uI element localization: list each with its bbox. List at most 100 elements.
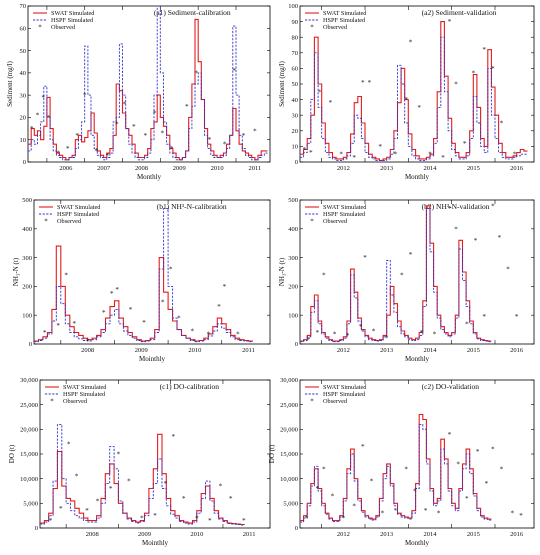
plot-area: ************** **** bbox=[34, 208, 253, 344]
observed-point: * bbox=[482, 313, 486, 321]
observed-point: * bbox=[57, 150, 61, 158]
observed-point: * bbox=[115, 286, 119, 294]
plot-area: * * * * * * * * * * * * * * * * * * * * * * * * bbox=[28, 6, 268, 161]
x-tick-label: 2015 bbox=[467, 531, 480, 538]
legend-label: SWAT Simulated bbox=[51, 10, 95, 17]
hspf-series-line bbox=[300, 208, 492, 343]
y-tick-label: 100 bbox=[288, 312, 298, 319]
legend-label: SWAT Simulated bbox=[57, 204, 101, 211]
observed-point: * bbox=[169, 266, 173, 274]
observed-point: * bbox=[83, 92, 87, 100]
observed-point: * bbox=[385, 335, 389, 343]
observed-point: * bbox=[378, 143, 382, 151]
legend-label: HSPF Simulated bbox=[323, 17, 366, 24]
observed-point: * bbox=[491, 65, 495, 73]
observed-point: * bbox=[381, 510, 385, 518]
x-tick-label: 2013 bbox=[380, 165, 393, 172]
panel-title: (c1) DO-calibration bbox=[160, 382, 220, 391]
observed-point: * bbox=[185, 103, 189, 111]
observed-point: * bbox=[140, 515, 144, 523]
y-tick-label: 5,000 bbox=[23, 501, 38, 508]
observed-point: * bbox=[394, 507, 398, 515]
observed-point: * bbox=[85, 507, 89, 515]
x-tick-label: 2011 bbox=[248, 165, 261, 172]
observed-point: * bbox=[448, 205, 452, 213]
y-axis-label: Sediment (mg/l) bbox=[6, 60, 14, 106]
observed-point: * bbox=[177, 315, 181, 323]
y-tick-label: 0 bbox=[295, 525, 298, 532]
observed-point: * bbox=[316, 485, 320, 493]
y-tick-label: 90 bbox=[292, 19, 299, 26]
observed-point: * bbox=[43, 329, 47, 337]
observed-point: * bbox=[498, 234, 502, 242]
observed-point: * bbox=[404, 465, 408, 473]
y-tick-label: 60 bbox=[20, 25, 27, 32]
hspf-series-line bbox=[28, 6, 268, 161]
observed-point: * bbox=[153, 109, 157, 117]
observed-point: * bbox=[56, 322, 60, 330]
observed-point: * bbox=[67, 441, 71, 449]
observed-point: * bbox=[153, 512, 157, 520]
observed-point: * bbox=[346, 332, 350, 340]
y-tick-label: 500 bbox=[22, 197, 32, 204]
observed-point: * bbox=[143, 132, 147, 140]
observed-point: * bbox=[333, 330, 337, 338]
observed-point: * bbox=[208, 517, 212, 525]
legend-label: SWAT Simulated bbox=[323, 10, 367, 17]
x-tick-label: 2012 bbox=[337, 531, 350, 538]
observed-point: * bbox=[129, 306, 133, 314]
y-tick-label: 10 bbox=[20, 137, 27, 144]
legend-label: HSPF Simulated bbox=[51, 17, 94, 24]
observed-point: * bbox=[500, 465, 504, 473]
y-tick-label: 10,000 bbox=[20, 476, 38, 483]
observed-point: * bbox=[352, 154, 356, 162]
observed-point: * bbox=[132, 123, 136, 131]
observed-point: * bbox=[511, 510, 515, 518]
observed-point: * bbox=[305, 515, 309, 523]
plot-frame bbox=[299, 199, 535, 345]
observed-point: * bbox=[361, 443, 365, 451]
plot-area: *********************** bbox=[300, 18, 528, 162]
swat-series-line bbox=[40, 433, 245, 526]
observed-point: * bbox=[102, 309, 106, 317]
observed-point: * bbox=[127, 478, 131, 486]
observed-point: * bbox=[142, 319, 146, 327]
legend-observed-marker: * bbox=[310, 398, 314, 406]
observed-point: * bbox=[428, 151, 432, 159]
y-tick-label: 10,000 bbox=[280, 476, 298, 483]
observed-point: * bbox=[72, 320, 76, 328]
observed-point: * bbox=[394, 151, 398, 159]
y-tick-label: 40 bbox=[20, 70, 27, 77]
observed-point: * bbox=[454, 225, 458, 233]
x-tick-label: 2016 bbox=[510, 531, 524, 538]
legend-label: Observed bbox=[323, 218, 348, 225]
observed-point: * bbox=[190, 328, 194, 336]
y-tick-label: 100 bbox=[22, 312, 32, 319]
observed-point: * bbox=[123, 101, 127, 109]
observed-point: * bbox=[370, 478, 374, 486]
y-axis-label: NH₃-N (t) bbox=[278, 257, 286, 286]
y-tick-label: 300 bbox=[22, 255, 32, 262]
observed-point: * bbox=[400, 271, 404, 279]
panel-title: (a2) Sediment-validation bbox=[422, 8, 497, 17]
chart-panel-c1: 0 5,000 10,000 15,000 20,000 25,000 30,000 2008… bbox=[8, 377, 271, 547]
y-tick-label: 300 bbox=[288, 255, 298, 262]
x-tick-label: 2012 bbox=[337, 347, 350, 354]
observed-point: * bbox=[195, 515, 199, 523]
y-tick-label: 20,000 bbox=[280, 427, 298, 434]
y-tick-label: 30,000 bbox=[280, 377, 298, 384]
plot-area: * * * * * * * * * * * * * * * * * * * * * * bbox=[300, 202, 519, 344]
observed-point: * bbox=[506, 266, 510, 274]
y-tick-label: 30,000 bbox=[20, 377, 38, 384]
chart-panel-c2: 0 5,000 10,000 15,000 20,000 25,000 30,000 2012… bbox=[268, 377, 535, 547]
observed-point: * bbox=[420, 329, 424, 337]
x-axis-label: Monthly bbox=[137, 173, 162, 181]
observed-point: * bbox=[59, 505, 63, 513]
observed-point: * bbox=[368, 79, 372, 87]
x-tick-label: 2015 bbox=[467, 165, 480, 172]
observed-point: * bbox=[482, 46, 486, 54]
